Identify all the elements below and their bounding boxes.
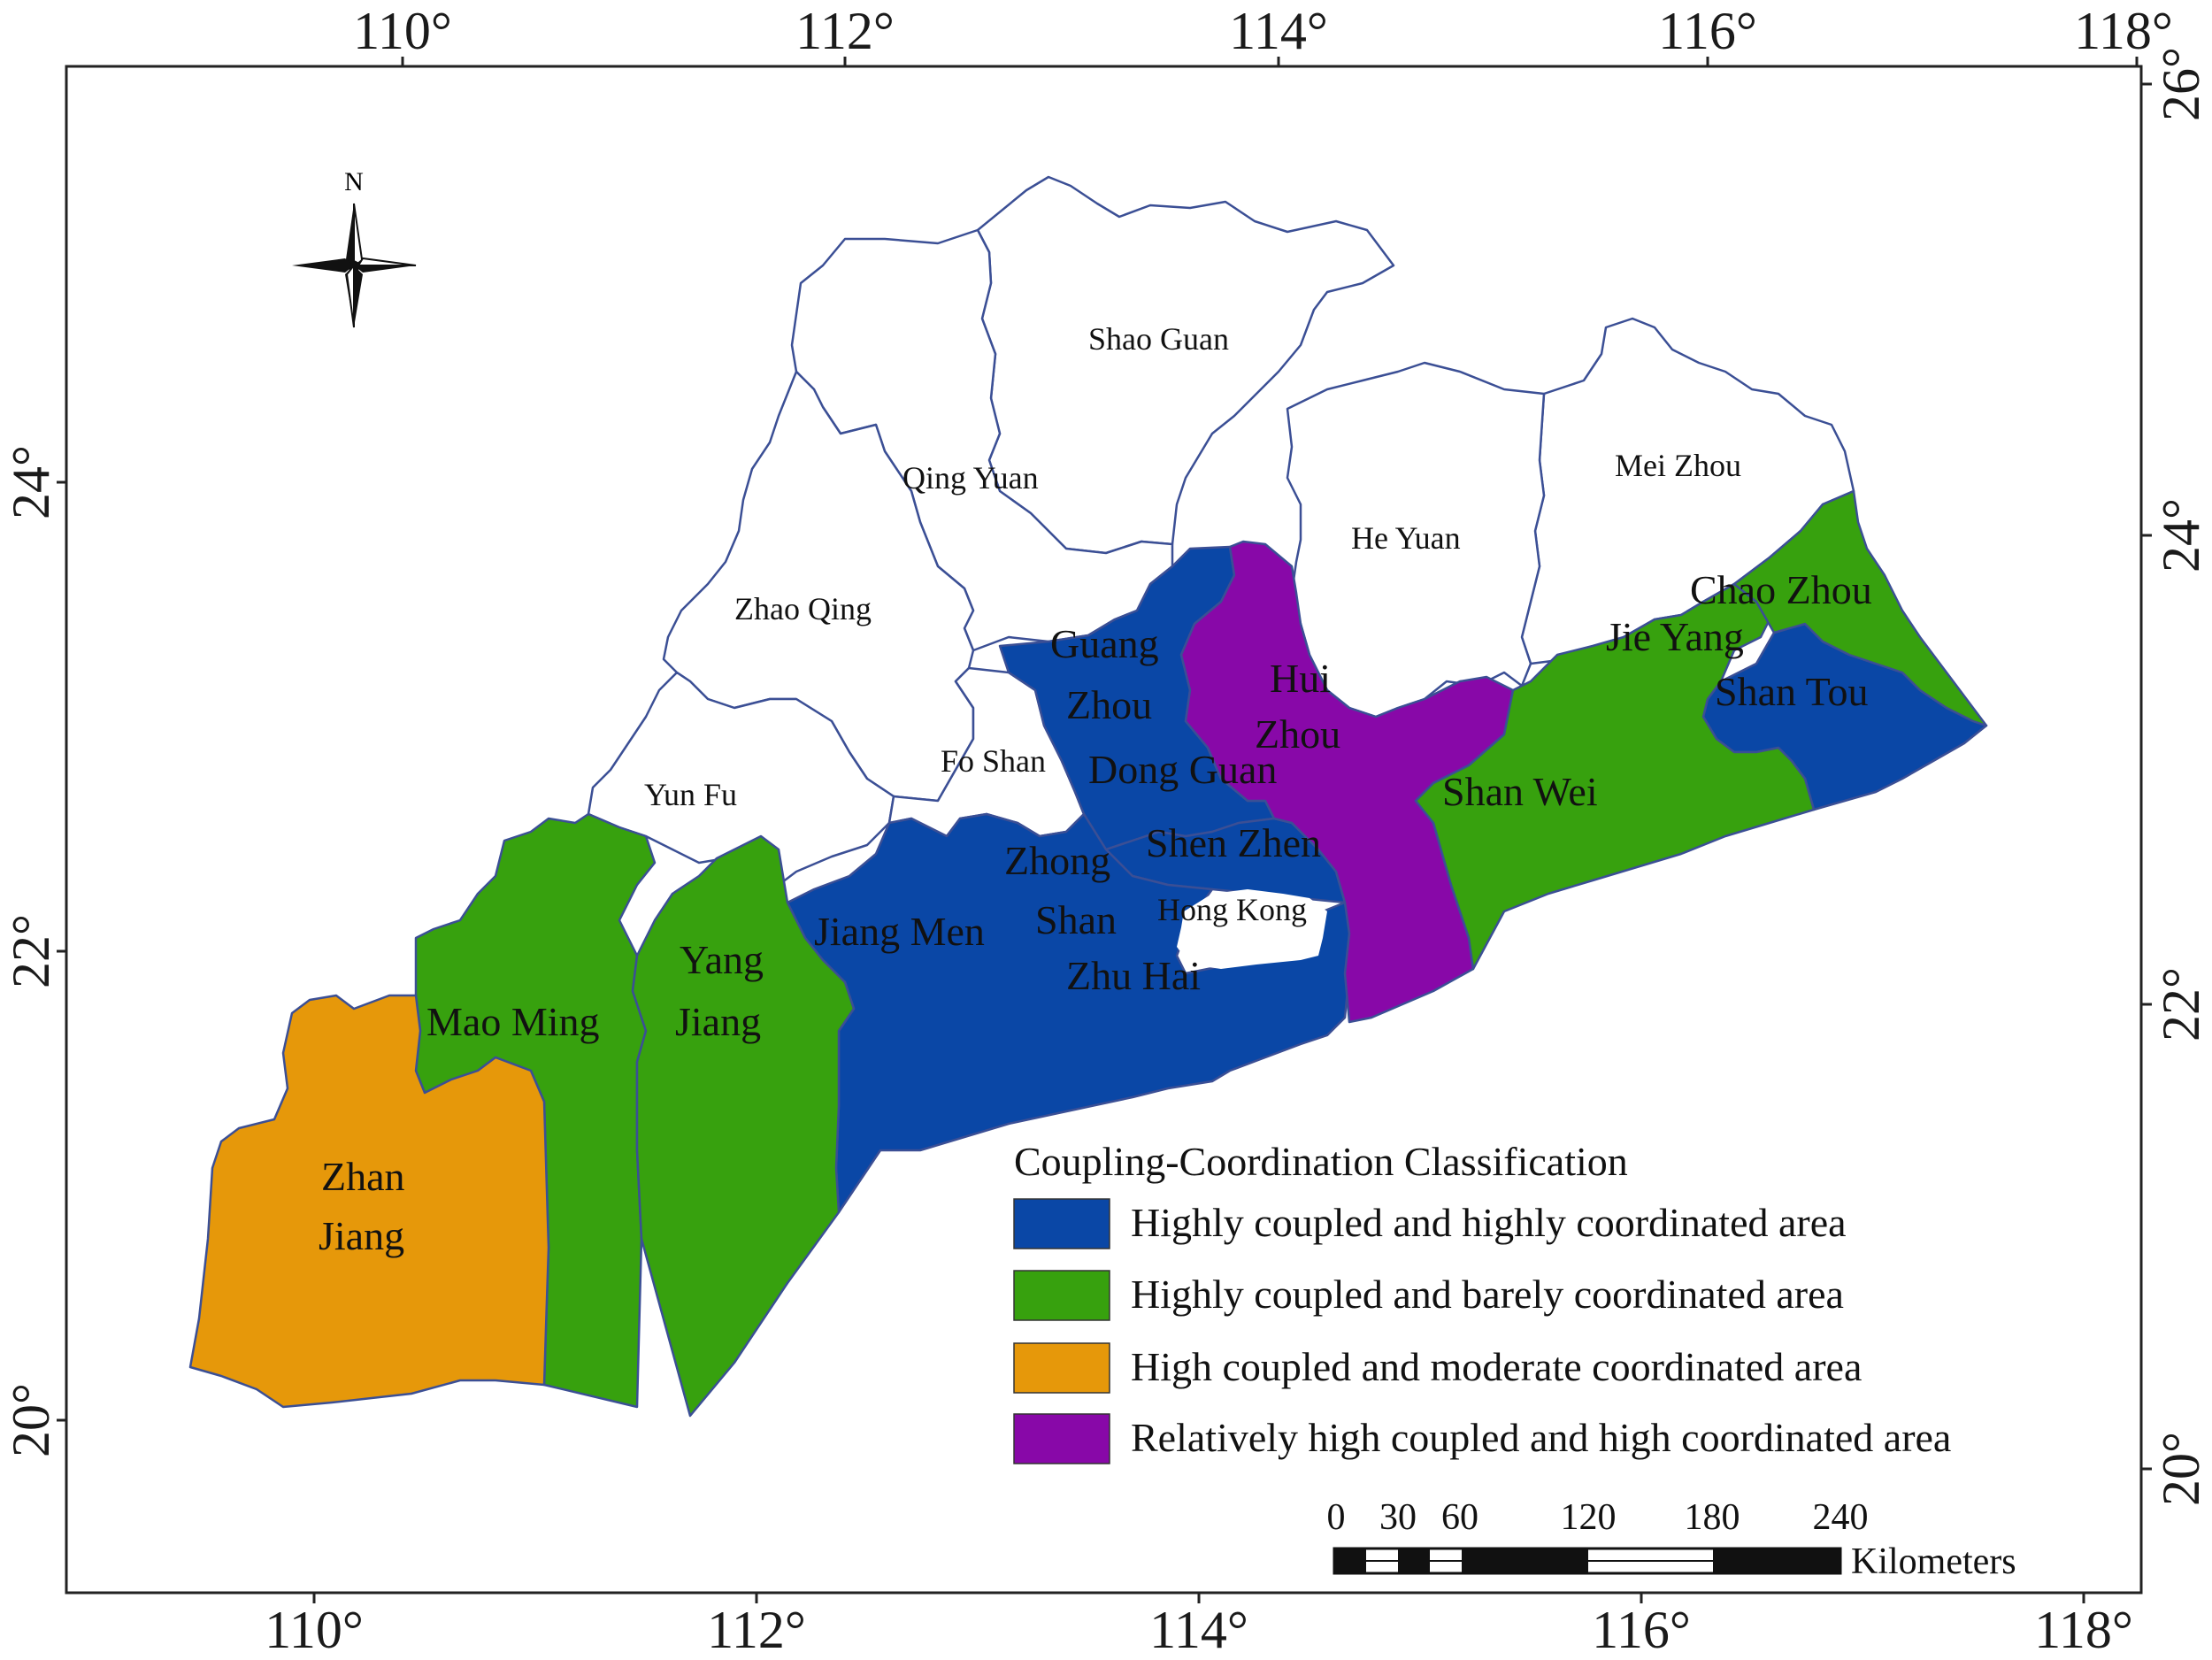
city-label-chao-zhou: Chao Zhou (1690, 567, 1872, 612)
top-lon-label: 110° (353, 2, 452, 60)
bottom-lon-label: 112° (707, 1601, 806, 1659)
city-label-fo-shan: Fo Shan (941, 743, 1046, 779)
region-zhan-jiang (188, 994, 550, 1409)
scale-tick-label: 0 (1327, 1497, 1346, 1538)
city-label-mao-ming: Mao Ming (426, 999, 600, 1044)
north-label: N (344, 167, 364, 196)
bottom-lon-label: 116° (1592, 1601, 1691, 1659)
bottom-lon-label: 110° (265, 1601, 364, 1659)
scale-tick-label: 240 (1813, 1497, 1869, 1538)
city-label-jie-yang: Jie Yang (1606, 614, 1744, 659)
left-lat-label: 24° (2, 445, 60, 519)
regions-layer (188, 175, 1988, 1418)
city-label-jiang: Jiang (675, 999, 761, 1044)
top-lon-label: 118° (2074, 2, 2173, 60)
city-label-yang: Yang (680, 937, 764, 982)
right-lat-label: 24° (2152, 498, 2210, 573)
region-chao-zhou (1732, 489, 1988, 727)
region-yang-jiang (631, 834, 856, 1418)
legend: Coupling-Coordination Classification Hig… (1013, 1139, 1951, 1464)
city-label-zhong: Zhong (1004, 838, 1110, 883)
top-lon-label: 116° (1658, 2, 1757, 60)
city-label-jiang-men: Jiang Men (814, 909, 985, 954)
region-he-yuan (1286, 361, 1546, 719)
city-labels: Shao Guan Qing Yuan Mei Zhou He Yuan Zha… (319, 321, 1872, 1258)
right-latitude-axis: 26° 24° 22° 20° (2141, 47, 2210, 1506)
legend-item-label: Relatively high coupled and high coordin… (1131, 1415, 1951, 1460)
city-label-guang: Guang (1050, 621, 1159, 666)
left-lat-label: 20° (2, 1383, 60, 1457)
city-label-shan: Shan (1035, 897, 1117, 942)
city-label-yun-fu: Yun Fu (644, 777, 737, 812)
right-lat-label: 22° (2152, 967, 2210, 1041)
legend-swatch-blue (1013, 1198, 1110, 1249)
city-label-jiang: Jiang (319, 1213, 404, 1258)
scale-tick-label: 30 (1379, 1497, 1417, 1538)
right-lat-label: 20° (2152, 1432, 2210, 1506)
legend-item-label: High coupled and moderate coordinated ar… (1131, 1344, 1862, 1389)
city-label-mei-zhou: Mei Zhou (1615, 448, 1741, 483)
city-label-shan-tou: Shan Tou (1715, 669, 1869, 714)
region-shan-wei-jie-yang (1414, 582, 1816, 971)
left-latitude-axis: 24° 22° 20° (2, 445, 66, 1457)
region-hong-kong (1177, 889, 1327, 969)
city-label-zhu-hai: Zhu Hai (1066, 953, 1201, 998)
left-lat-label: 22° (2, 914, 60, 988)
scale-tick-label: 60 (1441, 1497, 1479, 1538)
city-label-dong-guan: Dong Guan (1088, 747, 1277, 792)
legend-swatch-orange (1013, 1342, 1110, 1394)
city-label-shan-wei: Shan Wei (1442, 769, 1598, 814)
bottom-longitude-axis: 110° 112° 114° 116° 118° (265, 1593, 2133, 1659)
scale-bar: 0 30 60 120 180 240 Kilometers (1327, 1497, 2016, 1582)
city-label-qing-yuan: Qing Yuan (902, 460, 1039, 496)
top-lon-label: 114° (1229, 2, 1328, 60)
legend-title: Coupling-Coordination Classification (1014, 1139, 1628, 1184)
city-label-zhou: Zhou (1066, 682, 1152, 727)
legend-item-label: Highly coupled and barely coordinated ar… (1131, 1272, 1844, 1317)
legend-item-label: Highly coupled and highly coordinated ar… (1131, 1200, 1847, 1245)
city-label-hong-kong: Hong Kong (1157, 892, 1307, 927)
north-arrow-icon: N (292, 167, 417, 328)
city-label-shao-guan: Shao Guan (1088, 321, 1229, 357)
region-yun-fu (587, 671, 895, 887)
city-label-zhan: Zhan (321, 1154, 405, 1199)
scale-tick-label: 180 (1685, 1497, 1740, 1538)
scale-tick-label: 120 (1561, 1497, 1617, 1538)
city-label-he-yuan: He Yuan (1351, 520, 1461, 556)
top-lon-label: 112° (795, 2, 895, 60)
bottom-lon-label: 118° (2034, 1601, 2133, 1659)
city-label-shen-zhen: Shen Zhen (1146, 820, 1321, 865)
legend-swatch-green (1013, 1270, 1110, 1321)
legend-swatch-purple (1013, 1413, 1110, 1464)
city-label-zhou: Zhou (1255, 711, 1340, 757)
right-lat-label: 26° (2152, 47, 2210, 121)
scale-unit: Kilometers (1851, 1541, 2016, 1582)
city-label-hui: Hui (1270, 656, 1331, 701)
top-longitude-axis: 110° 112° 114° 116° 118° (353, 2, 2173, 66)
bottom-lon-label: 114° (1149, 1601, 1248, 1659)
city-label-zhao-qing: Zhao Qing (734, 591, 872, 626)
